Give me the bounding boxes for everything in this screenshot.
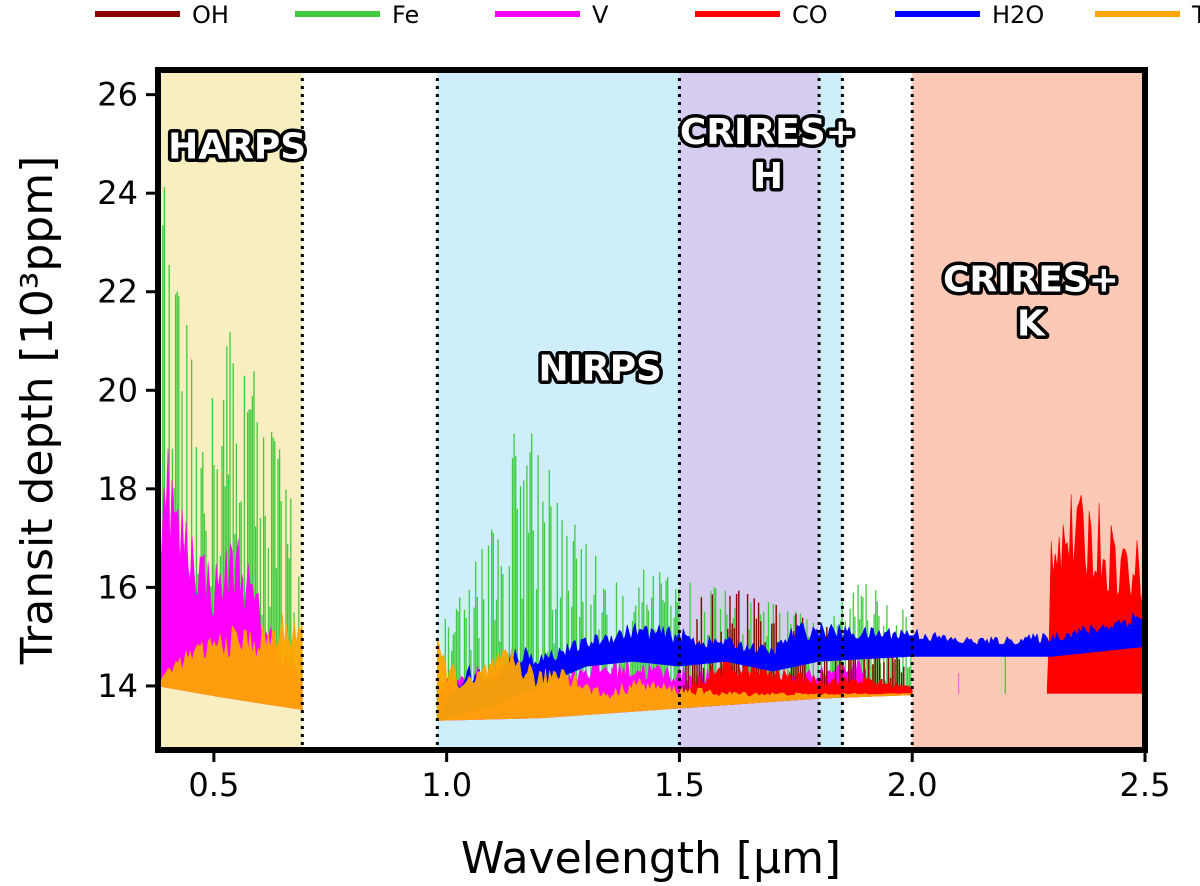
band-label-crires-h: CRIRES+ H	[680, 112, 856, 197]
x-axis-title: Wavelength [μm]	[461, 833, 841, 884]
legend-item-co[interactable]: CO	[695, 1, 828, 29]
legend-item-fe[interactable]: Fe	[295, 1, 419, 29]
band-label-crires-k: CRIRES+ K	[943, 260, 1119, 345]
y-tick-label: 24	[97, 174, 138, 212]
y-tick-label: 14	[97, 667, 138, 705]
band-dividers	[300, 70, 914, 750]
legend-label: OH	[192, 1, 229, 29]
axes: 0.5 1.0 1.5 2.0 2.5 14 16 18 20 22 24 26	[97, 76, 1170, 804]
legend-label: H2O	[992, 1, 1044, 29]
x-tick-label: 0.5	[188, 766, 239, 804]
y-tick-label: 16	[97, 568, 138, 606]
legend-label: V	[592, 1, 609, 29]
legend-label: Fe	[392, 1, 419, 29]
legend[interactable]: OH Fe V CO H2O TiO	[95, 1, 1200, 29]
legend-item-oh[interactable]: OH	[95, 1, 229, 29]
legend-item-tio[interactable]: TiO	[1095, 1, 1200, 29]
y-tick-label: 22	[97, 273, 138, 311]
series-tio-fill-0	[158, 614, 303, 710]
x-tick-label: 2.0	[887, 766, 938, 804]
legend-label: CO	[792, 1, 828, 29]
band-labels: HARPS NIRPS CRIRES+ H CRIRES+ K	[165, 108, 1123, 393]
x-tick-label: 2.5	[1120, 766, 1171, 804]
x-tick-label: 1.0	[421, 766, 472, 804]
series-h2o-fill-0	[436, 611, 1145, 721]
legend-item-h2o[interactable]: H2O	[895, 1, 1044, 29]
y-tick-label: 26	[97, 76, 138, 114]
y-tick-label: 18	[97, 470, 138, 508]
legend-label: TiO	[1191, 1, 1200, 29]
legend-item-v[interactable]: V	[495, 1, 609, 29]
plot-frame	[155, 67, 1148, 753]
y-axis-title: Transit depth [10³ppm]	[12, 156, 63, 665]
band-label-harps: HARPS	[168, 127, 306, 168]
band-label-nirps: NIRPS	[539, 348, 663, 389]
instrument-bands	[158, 70, 1145, 750]
spectrum-series	[158, 187, 1145, 721]
y-tick-label: 20	[97, 371, 138, 409]
x-tick-label: 1.5	[654, 766, 705, 804]
